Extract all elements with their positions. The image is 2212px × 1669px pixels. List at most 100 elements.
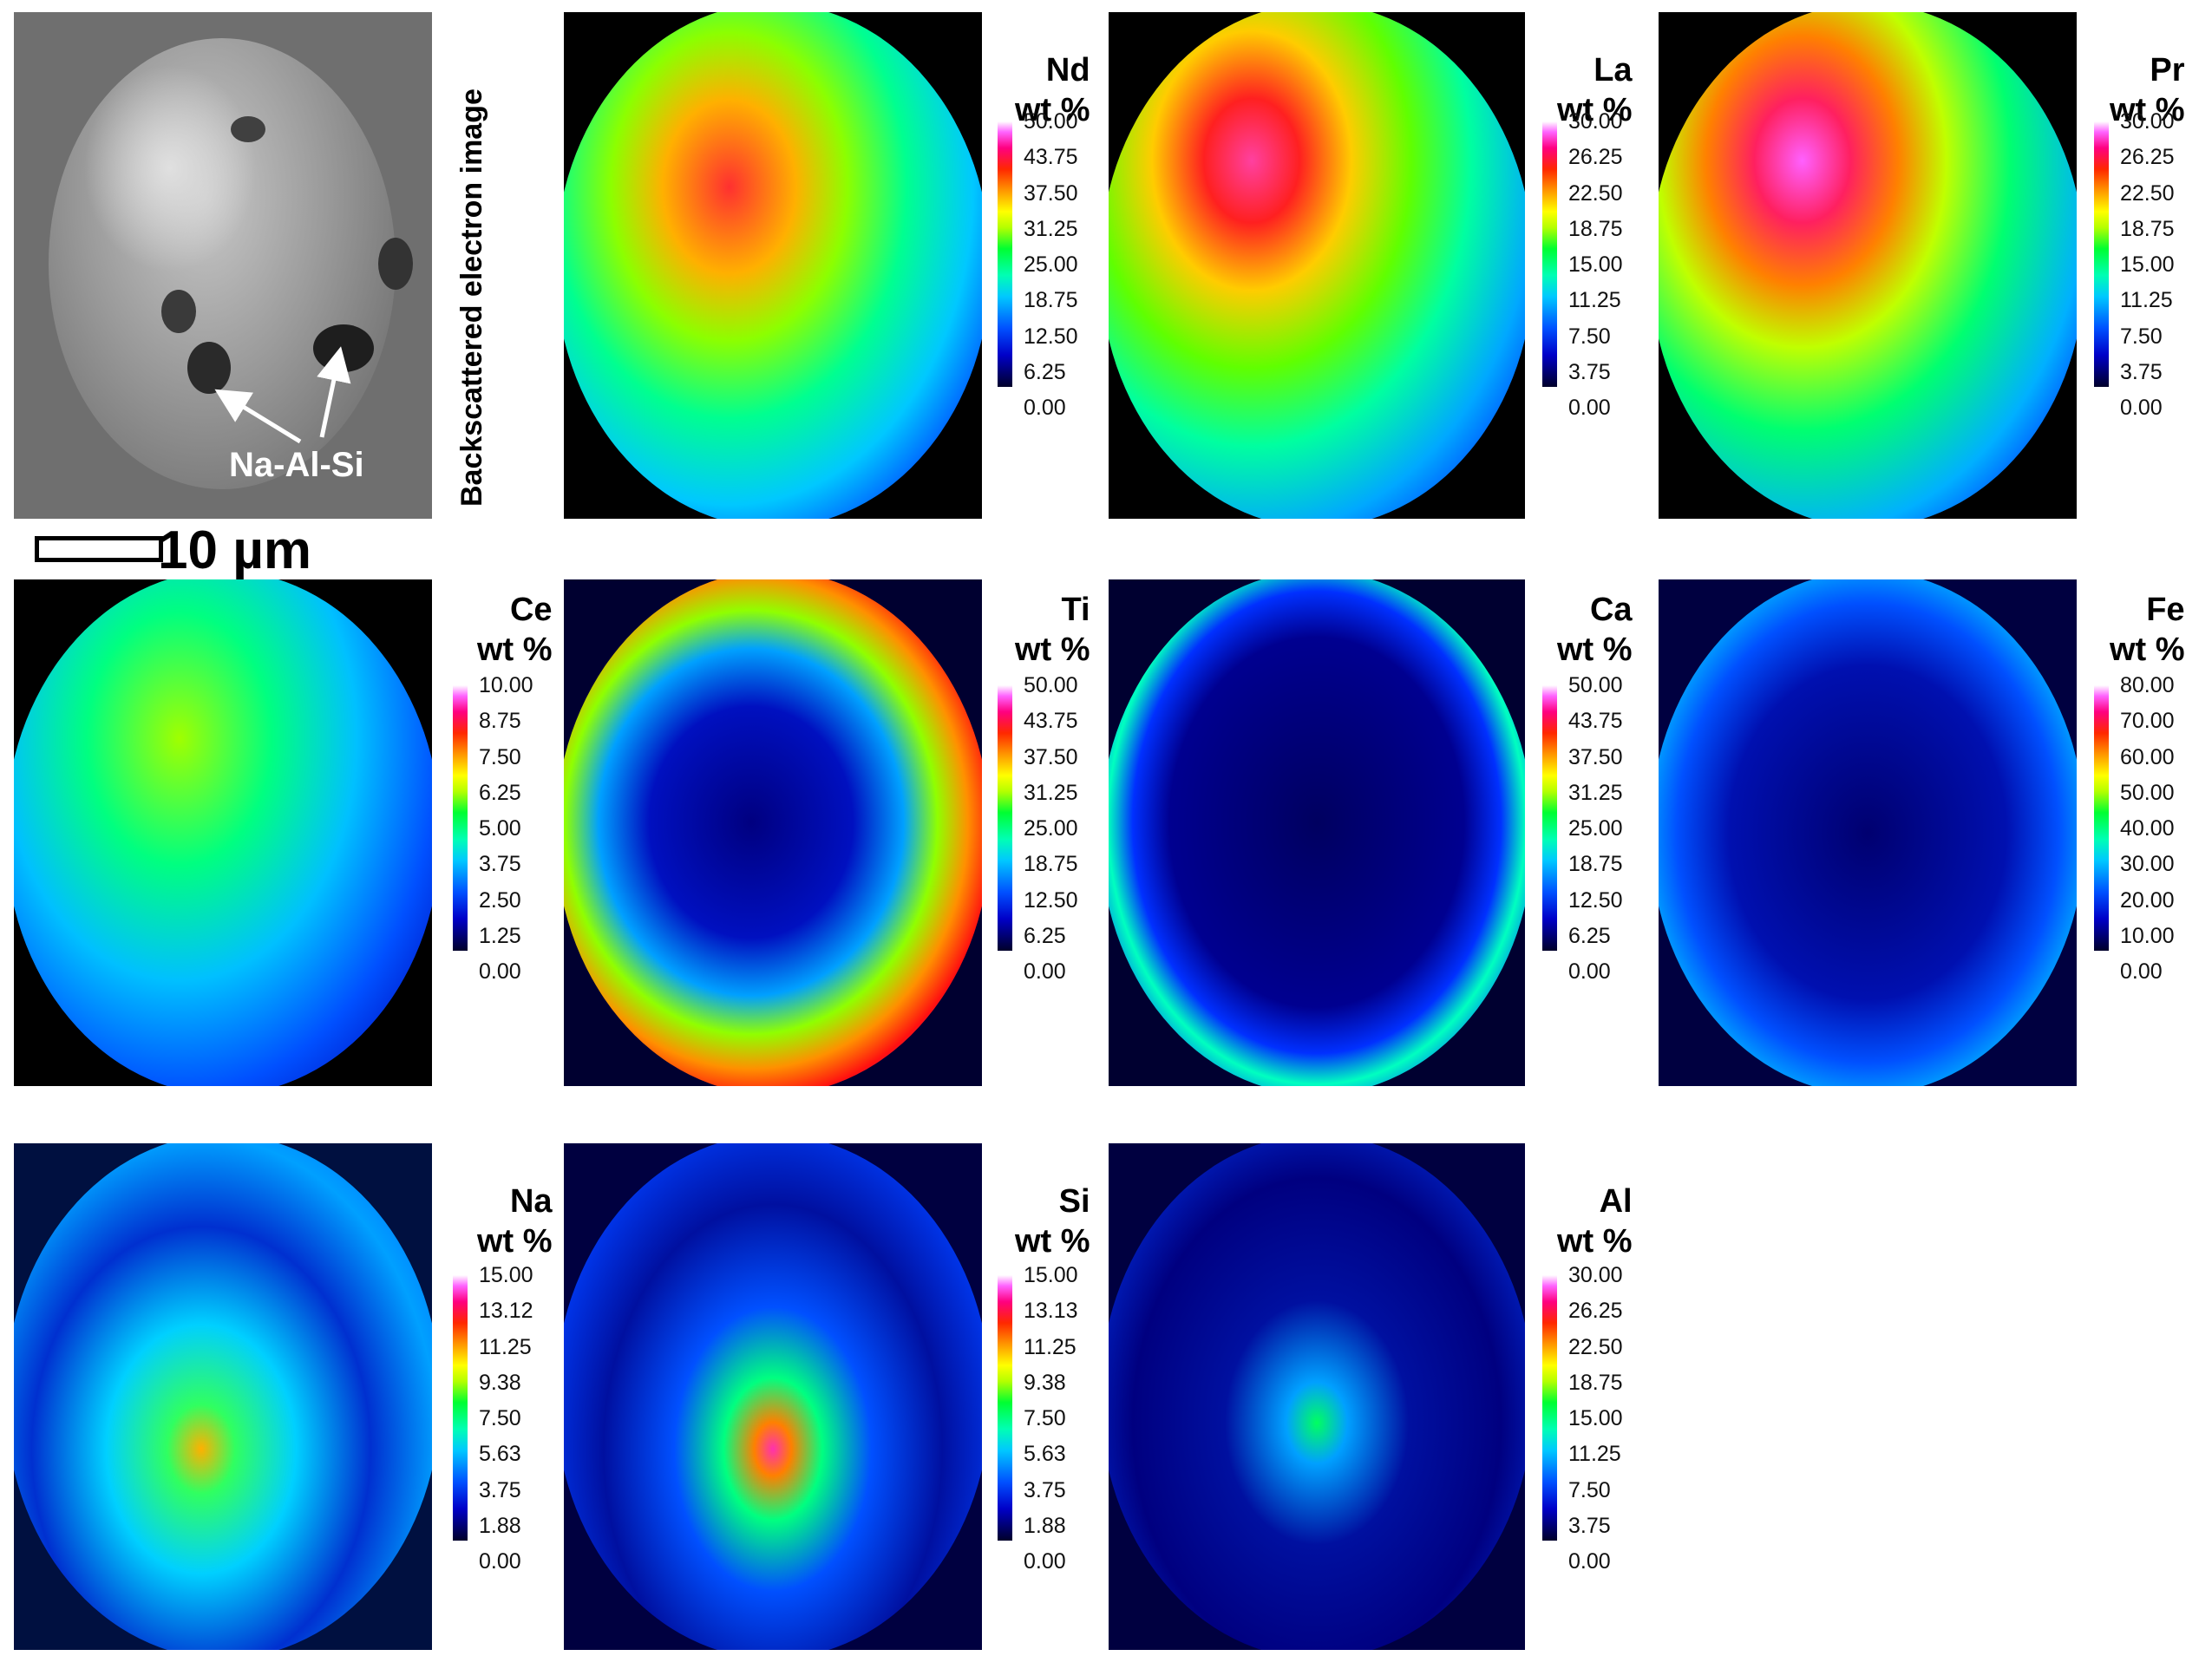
colorbar-tick: 13.12 bbox=[479, 1299, 533, 1324]
colorbar-tick: 3.75 bbox=[479, 1477, 521, 1502]
colorbar-tick: 20.00 bbox=[2120, 887, 2175, 913]
colorbar-fe bbox=[2094, 685, 2109, 951]
colorbar-tick: 50.00 bbox=[1024, 109, 1078, 134]
colorbar-tick: 0.00 bbox=[1024, 396, 1066, 420]
colorbar-tick: 13.13 bbox=[1024, 1299, 1078, 1324]
colorbar-tick: 3.75 bbox=[1024, 1477, 1066, 1502]
colorbar-element: Nd bbox=[1045, 52, 1090, 88]
colorbar-tick: 18.75 bbox=[1568, 852, 1623, 877]
colorbar-tick: 1.88 bbox=[1024, 1513, 1066, 1538]
colorbar-tick: 30.00 bbox=[2120, 852, 2175, 877]
colorbar-tick: 7.50 bbox=[1568, 324, 1611, 349]
colorbar-element: Ce bbox=[509, 592, 553, 628]
colorbar-tick: 50.00 bbox=[1568, 673, 1623, 697]
colorbar-tick: 15.00 bbox=[2120, 252, 2175, 277]
colorbar-element: Ti bbox=[1061, 592, 1090, 628]
colorbar-tick: 15.00 bbox=[479, 1263, 533, 1287]
colorbar-tick: 0.00 bbox=[1024, 959, 1066, 984]
colorbar-al bbox=[1542, 1275, 1557, 1541]
map-si-signal bbox=[564, 1143, 982, 1650]
colorbar-tick: 0.00 bbox=[1024, 1549, 1066, 1574]
colorbar-tick: 31.25 bbox=[1024, 780, 1078, 805]
colorbar-unit: wt % bbox=[1557, 632, 1633, 668]
colorbar-ce bbox=[453, 685, 468, 951]
map-nd-signal bbox=[564, 12, 982, 519]
colorbar-ti bbox=[998, 685, 1012, 951]
colorbar-tick: 30.00 bbox=[1568, 109, 1623, 134]
colorbar-title-si: Si wt % bbox=[1015, 1181, 1090, 1261]
colorbar-tick: 30.00 bbox=[1568, 1263, 1623, 1287]
colorbar-tick: 15.00 bbox=[1568, 252, 1623, 277]
colorbar-tick: 30.00 bbox=[2120, 109, 2175, 134]
colorbar-tick: 26.25 bbox=[1568, 1299, 1623, 1324]
colorbar-tick: 5.63 bbox=[1024, 1442, 1066, 1467]
colorbar-tick: 3.75 bbox=[2120, 359, 2163, 384]
colorbar-title-la: La wt % bbox=[1557, 50, 1633, 130]
map-ti-signal bbox=[564, 579, 982, 1086]
scale-bar bbox=[35, 536, 163, 562]
colorbar-tick: 43.75 bbox=[1568, 709, 1623, 734]
colorbar-tick: 26.25 bbox=[2120, 145, 2175, 170]
map-pr-signal bbox=[1659, 12, 2077, 519]
colorbar-element: Al bbox=[1599, 1183, 1633, 1220]
colorbar-unit: wt % bbox=[1015, 92, 1090, 128]
bse-image: Na-Al-Si bbox=[14, 12, 432, 519]
colorbar-nd bbox=[998, 121, 1012, 387]
colorbar-tick: 10.00 bbox=[479, 673, 533, 697]
colorbar-pr bbox=[2094, 121, 2109, 387]
map-pr bbox=[1659, 12, 2077, 519]
colorbar-tick: 6.25 bbox=[1024, 923, 1066, 948]
colorbar-tick: 22.50 bbox=[1568, 180, 1623, 206]
map-ce-signal bbox=[14, 579, 432, 1086]
colorbar-title-ce: Ce wt % bbox=[477, 590, 553, 670]
map-al-signal bbox=[1109, 1143, 1525, 1650]
colorbar-title-na: Na wt % bbox=[477, 1181, 553, 1261]
colorbar-tick: 70.00 bbox=[2120, 709, 2175, 734]
map-al bbox=[1109, 1143, 1525, 1650]
colorbar-unit: wt % bbox=[477, 632, 553, 668]
colorbar-tick: 1.88 bbox=[479, 1513, 521, 1538]
colorbar-element: Fe bbox=[2146, 592, 2185, 628]
colorbar-tick: 37.50 bbox=[1568, 744, 1623, 769]
colorbar-tick: 0.00 bbox=[1568, 396, 1611, 420]
colorbar-tick: 5.00 bbox=[479, 816, 521, 841]
colorbar-tick: 1.25 bbox=[479, 923, 521, 948]
colorbar-title-ca: Ca wt % bbox=[1557, 590, 1633, 670]
colorbar-tick: 8.75 bbox=[479, 709, 521, 734]
colorbar-tick: 15.00 bbox=[1024, 1263, 1078, 1287]
colorbar-la bbox=[1542, 121, 1557, 387]
colorbar-tick: 2.50 bbox=[479, 887, 521, 913]
colorbar-tick: 25.00 bbox=[1568, 816, 1623, 841]
colorbar-tick: 18.75 bbox=[1568, 216, 1623, 241]
colorbar-si bbox=[998, 1275, 1012, 1541]
colorbar-tick: 26.25 bbox=[1568, 145, 1623, 170]
colorbar-tick: 12.50 bbox=[1024, 887, 1078, 913]
colorbar-na bbox=[453, 1275, 468, 1541]
colorbar-tick: 3.75 bbox=[479, 852, 521, 877]
map-nd bbox=[564, 12, 982, 519]
colorbar-unit: wt % bbox=[1557, 1223, 1633, 1260]
colorbar-title-pr: Pr wt % bbox=[2110, 50, 2185, 130]
colorbar-tick: 9.38 bbox=[479, 1370, 521, 1395]
colorbar-tick: 5.63 bbox=[479, 1442, 521, 1467]
colorbar-unit: wt % bbox=[1015, 632, 1090, 668]
map-ce bbox=[14, 579, 432, 1086]
colorbar-title-fe: Fe wt % bbox=[2110, 590, 2185, 670]
colorbar-tick: 25.00 bbox=[1024, 816, 1078, 841]
bse-arrows bbox=[214, 346, 351, 444]
map-la-signal bbox=[1109, 12, 1525, 519]
colorbar-tick: 22.50 bbox=[2120, 180, 2175, 206]
colorbar-tick: 40.00 bbox=[2120, 816, 2175, 841]
colorbar-tick: 25.00 bbox=[1024, 252, 1078, 277]
colorbar-title-ti: Ti wt % bbox=[1015, 590, 1090, 670]
colorbar-element: La bbox=[1594, 52, 1633, 88]
colorbar-tick: 6.25 bbox=[479, 780, 521, 805]
colorbar-tick: 50.00 bbox=[1024, 673, 1078, 697]
colorbar-tick: 6.25 bbox=[1568, 923, 1611, 948]
bse-label: Backscattered electron image bbox=[455, 88, 488, 507]
colorbar-title-al: Al wt % bbox=[1557, 1181, 1633, 1261]
map-ca bbox=[1109, 579, 1525, 1086]
colorbar-tick: 0.00 bbox=[479, 1549, 521, 1574]
colorbar-tick: 11.25 bbox=[479, 1334, 532, 1359]
colorbar-tick: 18.75 bbox=[1024, 288, 1078, 313]
